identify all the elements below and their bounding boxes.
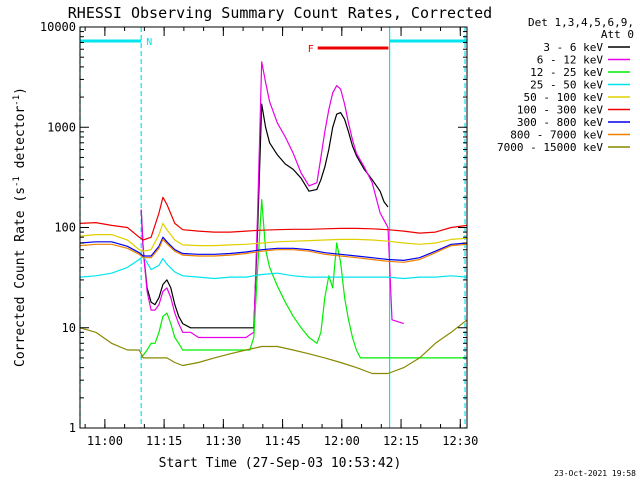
- series-line-3-6-kev: [140, 103, 389, 329]
- y-axis-label: Corrected Count Rate (s-1 detector-1): [12, 87, 28, 367]
- series-line-800-7000-kev: [80, 238, 467, 263]
- x-tick-label: 11:30: [205, 434, 241, 448]
- y-tick-label: 1000: [47, 120, 76, 134]
- flag-label: N: [146, 37, 152, 48]
- legend-label-25-50-kev: 25 - 50 keV: [530, 79, 603, 92]
- y-tick-label: 10000: [40, 20, 76, 34]
- y-axis-label-sup-1: -1: [12, 176, 22, 187]
- y-tick-label: 1: [69, 421, 76, 435]
- x-axis-ticks: 11:00 11:15 11:30 11:45 12:00 12:15 12:30: [84, 27, 478, 448]
- x-axis-label: Start Time (27-Sep-03 10:53:42): [159, 456, 402, 471]
- legend-label-3-6-kev: 3 - 6 keV: [543, 41, 603, 54]
- y-axis-label-part-2: detector: [13, 106, 28, 177]
- y-tick-label: 100: [54, 221, 76, 235]
- series-line-12-25-kev: [140, 199, 467, 359]
- series-line-7000-15000-kev: [80, 319, 467, 375]
- legend-label-100-300-kev: 100 - 300 keV: [517, 104, 603, 117]
- x-tick-label: 11:15: [146, 434, 182, 448]
- x-tick-label: 12:00: [324, 434, 360, 448]
- y-axis-label-sup-2: -1: [12, 95, 22, 106]
- legend-label-12-25-kev: 12 - 25 keV: [530, 66, 603, 79]
- plot-frame: [79, 26, 468, 429]
- legend-label-50-100-kev: 50 - 100 keV: [524, 91, 604, 104]
- series-line-300-800-kev: [80, 236, 467, 261]
- legend-label-7000-15000-kev: 7000 - 15000 keV: [497, 141, 603, 154]
- x-tick-label: 12:30: [442, 434, 478, 448]
- legend-label-300-800-kev: 300 - 800 keV: [517, 116, 603, 129]
- chart-title: RHESSI Observing Summary Count Rates, Co…: [68, 4, 492, 22]
- x-tick-label: 11:00: [87, 434, 123, 448]
- y-axis-label-part-1: Corrected Count Rate (s: [13, 187, 28, 367]
- x-tick-label: 12:15: [383, 434, 419, 448]
- timestamp-footer: 23-Oct-2021 19:58: [554, 469, 636, 478]
- vertical-markers: [79, 27, 466, 428]
- flag-bars: NF: [80, 37, 467, 55]
- y-tick-label: 10: [62, 321, 76, 335]
- series-layer: [80, 61, 467, 375]
- flag-label: F: [308, 44, 314, 55]
- series-line-50-100-kev: [80, 222, 467, 252]
- legend-label-800-7000-kev: 800 - 7000 keV: [510, 129, 603, 142]
- series-line-6-12-kev: [140, 61, 404, 339]
- x-tick-label: 11:45: [265, 434, 301, 448]
- y-axis-ticks: 1 10 100 1000 10000: [40, 20, 467, 435]
- series-line-100-300-kev: [80, 196, 467, 241]
- legend-title-line-1: Det 1,3,4,5,6,9,: [528, 16, 634, 29]
- legend-label-6-12-kev: 6 - 12 keV: [537, 54, 604, 67]
- legend-title-line-2: Att 0: [601, 28, 634, 41]
- y-axis-label-part-3: ): [13, 87, 28, 95]
